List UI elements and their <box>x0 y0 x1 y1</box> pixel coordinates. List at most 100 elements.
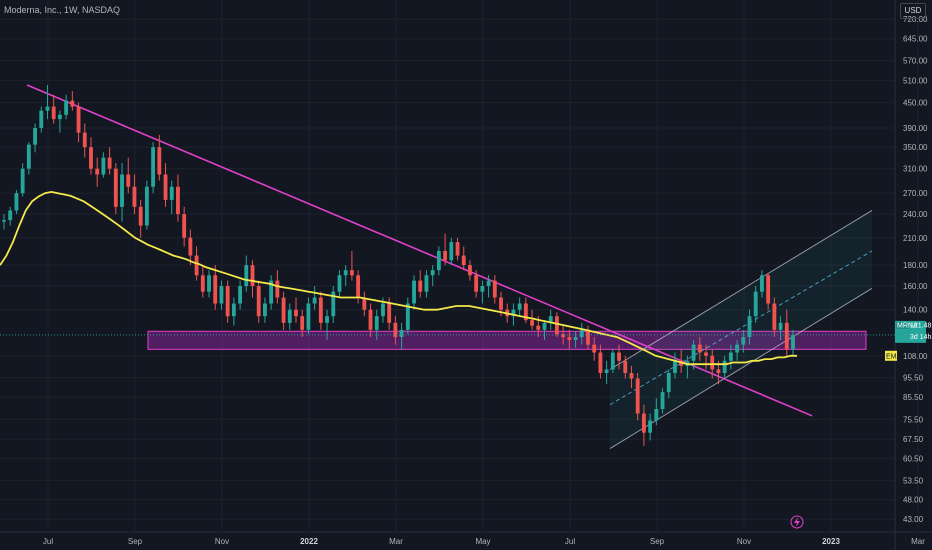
candle-body <box>648 420 653 433</box>
candle-body <box>387 303 392 323</box>
candle-body <box>300 316 305 330</box>
price-tag-countdown: 3d 14h <box>910 334 932 341</box>
candle-body <box>126 174 131 187</box>
candle-body <box>443 250 448 261</box>
candle-body <box>312 297 317 304</box>
candle-body <box>374 316 379 330</box>
price-tick-label: 180.00 <box>903 261 928 270</box>
candle-body <box>176 186 180 215</box>
candle-body <box>480 286 485 292</box>
candle-body <box>250 265 255 287</box>
price-tick-label: 48.00 <box>903 496 924 505</box>
price-tick-label: 570.00 <box>903 57 928 66</box>
candle-body <box>772 303 777 330</box>
candle-body <box>449 242 454 261</box>
candle-body <box>89 147 93 169</box>
price-axis[interactable]: 720.00 645.00 570.00 510.00 450.00 390.00 350.… <box>903 15 928 524</box>
channel-median-line <box>609 250 873 406</box>
candle-body <box>747 316 752 338</box>
candle-body <box>113 168 118 207</box>
candle-body <box>70 100 75 107</box>
price-tick-label: 140.00 <box>903 306 928 315</box>
price-tick-label: 240.00 <box>903 210 928 219</box>
candle-body <box>200 275 205 292</box>
price-tick-label: 160.00 <box>903 282 928 291</box>
candle-body <box>468 265 472 276</box>
candle-body <box>45 106 50 111</box>
time-tick-label: 2023 <box>822 537 840 546</box>
candle-body <box>492 280 497 298</box>
candle-body <box>238 286 243 304</box>
candle-body <box>567 337 572 341</box>
candle-body <box>306 303 311 330</box>
candle-body <box>182 214 187 238</box>
price-axis-background <box>895 0 932 550</box>
candle-body <box>337 275 342 292</box>
candle-body <box>791 334 795 350</box>
ema-line <box>0 190 797 366</box>
candle-body <box>673 360 677 374</box>
candle-body <box>2 220 6 222</box>
price-tick-label: 390.00 <box>903 124 928 133</box>
price-tick-label: 108.00 <box>903 352 928 361</box>
candle-body <box>318 297 323 323</box>
candle-body <box>536 325 541 330</box>
candle-body <box>64 100 69 115</box>
candle-body <box>766 275 771 304</box>
candle-body <box>393 322 398 338</box>
candle-body <box>697 344 702 353</box>
candle-body <box>362 297 367 310</box>
candle-body <box>8 210 13 221</box>
chart-title: Moderna, Inc., 1W, NASDAQ <box>4 5 121 15</box>
currency-button[interactable]: USD <box>900 3 926 19</box>
candle-body <box>82 132 87 148</box>
candle-body <box>33 127 37 145</box>
price-tick-label: 720.00 <box>903 15 928 24</box>
price-tick-label: 43.00 <box>903 515 924 524</box>
candle-body <box>741 337 746 345</box>
candle-body <box>722 360 727 374</box>
candle-body <box>39 110 44 128</box>
candle-body <box>573 337 578 341</box>
candle-body <box>436 250 441 271</box>
candle-body <box>623 360 628 374</box>
price-tick-label: 75.50 <box>903 415 924 424</box>
candle-body <box>579 329 584 338</box>
candle-body <box>660 392 665 410</box>
candle-body <box>405 303 410 330</box>
candle-body <box>287 309 292 323</box>
candle-body <box>263 303 267 317</box>
channel-fill <box>610 210 872 449</box>
candle-body <box>399 329 404 338</box>
candle-body <box>76 106 81 133</box>
candle-body <box>231 303 236 317</box>
candle-body <box>138 206 143 226</box>
candle-body <box>26 144 31 169</box>
price-tick-label: 270.00 <box>903 189 928 198</box>
candle-body <box>418 280 423 292</box>
ema-path <box>0 190 797 366</box>
time-axis[interactable]: JulSepNov2022MarMayJulSepNov2023MarMayJu… <box>43 537 932 546</box>
candle-body <box>641 413 646 433</box>
candle-body <box>325 316 329 323</box>
ema-tag-label: EMA <box>886 353 902 360</box>
time-tick-label: Mar <box>389 537 403 546</box>
candle-body <box>499 297 503 310</box>
price-tick-label: 67.50 <box>903 435 924 444</box>
price-tick-label: 450.00 <box>903 99 928 108</box>
candle-body <box>256 286 261 317</box>
price-tick-label: 645.00 <box>903 35 928 44</box>
candle-body <box>269 280 274 304</box>
candle-body <box>455 242 460 256</box>
candle-body <box>666 373 671 393</box>
price-tick-label: 350.00 <box>903 143 928 152</box>
time-tick-label: Jul <box>565 537 575 546</box>
candle-body <box>194 255 199 276</box>
alert-lightning-icon[interactable] <box>790 515 804 529</box>
candle-body <box>349 270 354 276</box>
candle-body <box>275 280 280 298</box>
candle-body <box>144 186 149 226</box>
candle-body <box>281 297 286 323</box>
